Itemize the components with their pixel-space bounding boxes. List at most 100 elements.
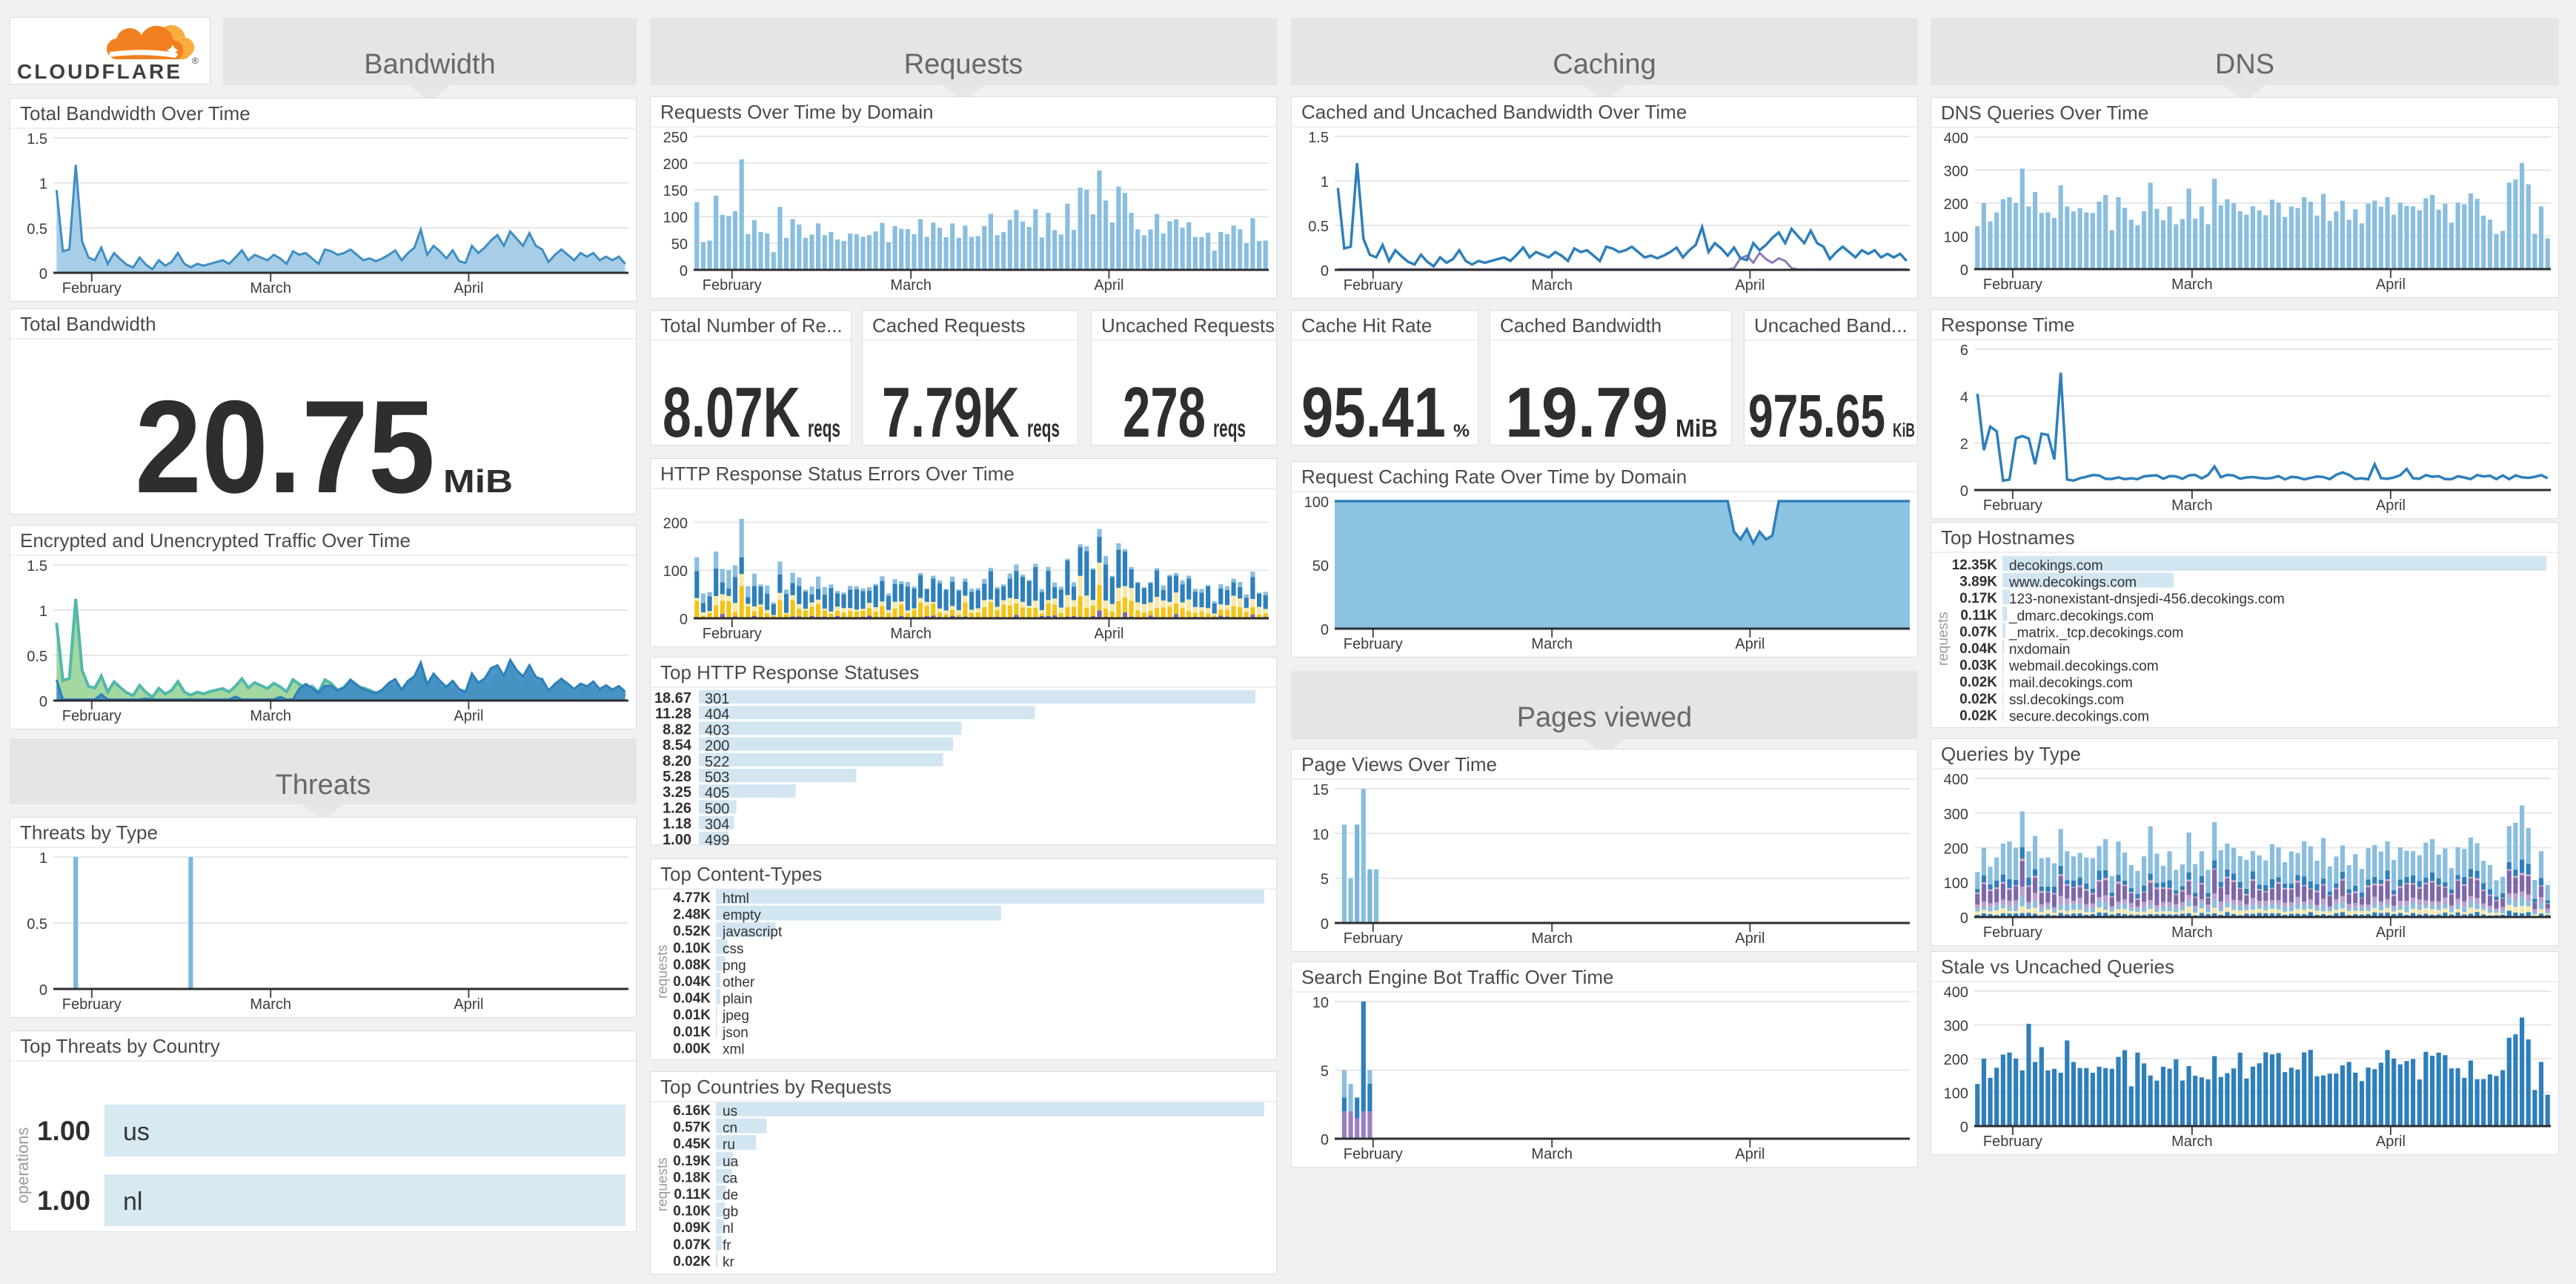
svg-text:400: 400 <box>1944 130 1968 147</box>
svg-text:5.28: 5.28 <box>663 769 691 785</box>
svg-text:_matrix._tcp.decokings.com: _matrix._tcp.decokings.com <box>2008 625 2184 641</box>
svg-text:nxdomain: nxdomain <box>2009 642 2070 658</box>
svg-text:decokings.com: decokings.com <box>2009 558 2103 574</box>
svg-text:February: February <box>1344 277 1403 294</box>
svg-text:requests: requests <box>655 944 671 999</box>
svg-text:nl: nl <box>723 1221 734 1237</box>
svg-text:other: other <box>723 975 755 990</box>
svg-text:20.75: 20.75 <box>135 373 435 515</box>
svg-text:xml: xml <box>723 1042 745 1057</box>
svg-text:0.02K: 0.02K <box>1959 692 1997 707</box>
svg-text:json: json <box>722 1025 748 1041</box>
svg-text:503: 503 <box>705 770 729 786</box>
svg-text:0: 0 <box>39 694 47 710</box>
svg-text:operations: operations <box>13 1128 32 1204</box>
svg-text:0.02K: 0.02K <box>673 1254 711 1269</box>
svg-text:10: 10 <box>1312 827 1329 843</box>
svg-text:April: April <box>454 708 483 724</box>
svg-text:3.89K: 3.89K <box>1959 575 1997 590</box>
svg-text:403: 403 <box>705 722 729 738</box>
svg-text:_dmarc.decokings.com: _dmarc.decokings.com <box>2008 609 2154 624</box>
svg-text:0.57K: 0.57K <box>673 1120 711 1136</box>
svg-text:1: 1 <box>39 603 47 620</box>
svg-text:ua: ua <box>723 1154 739 1170</box>
svg-text:css: css <box>723 942 744 957</box>
svg-text:0: 0 <box>1960 262 1968 279</box>
svg-text:0: 0 <box>1960 1119 1968 1136</box>
svg-text:png: png <box>723 958 746 973</box>
svg-text:499: 499 <box>705 833 729 846</box>
svg-text:0.10K: 0.10K <box>673 1204 711 1220</box>
svg-text:200: 200 <box>1944 196 1968 213</box>
svg-text:KiB: KiB <box>1893 419 1915 441</box>
svg-text:1.26: 1.26 <box>663 800 691 816</box>
svg-text:March: March <box>250 996 291 1013</box>
svg-text:0.04K: 0.04K <box>1959 641 1997 657</box>
svg-text:ru: ru <box>723 1137 735 1153</box>
svg-text:March: March <box>890 626 932 642</box>
svg-text:500: 500 <box>705 801 729 817</box>
svg-text:April: April <box>1094 277 1123 294</box>
svg-text:nl: nl <box>123 1188 142 1216</box>
svg-text:March: March <box>1531 1146 1573 1162</box>
svg-text:0: 0 <box>39 982 47 999</box>
svg-text:0.04K: 0.04K <box>673 991 711 1007</box>
svg-text:ca: ca <box>723 1171 738 1186</box>
svg-text:April: April <box>1735 277 1765 294</box>
svg-text:11.28: 11.28 <box>655 706 691 722</box>
svg-text:0.10K: 0.10K <box>673 941 711 956</box>
svg-text:18.67: 18.67 <box>654 690 691 706</box>
svg-text:html: html <box>723 891 749 907</box>
svg-text:100: 100 <box>1944 230 1968 246</box>
svg-text:March: March <box>2171 497 2213 514</box>
svg-text:6: 6 <box>1960 342 1968 359</box>
svg-text:de: de <box>723 1188 738 1203</box>
svg-text:300: 300 <box>1944 1019 1968 1035</box>
svg-text:0.09K: 0.09K <box>673 1220 711 1236</box>
svg-text:0.02K: 0.02K <box>1959 708 1997 724</box>
svg-text:1.18: 1.18 <box>663 816 691 833</box>
svg-text:4: 4 <box>1960 389 1968 406</box>
svg-text:March: March <box>1531 930 1573 947</box>
svg-text:April: April <box>2376 497 2406 514</box>
svg-text:February: February <box>703 277 762 294</box>
svg-text:0.11K: 0.11K <box>674 1187 711 1202</box>
svg-text:15: 15 <box>1312 782 1329 798</box>
svg-text:secure.decokings.com: secure.decokings.com <box>2009 709 2149 724</box>
svg-text:March: March <box>2171 924 2213 941</box>
svg-text:8.54: 8.54 <box>663 738 692 754</box>
svg-text:0: 0 <box>1321 1132 1329 1148</box>
svg-text:200: 200 <box>1944 841 1968 858</box>
svg-text:CLOUDFLARE: CLOUDFLARE <box>17 60 182 82</box>
svg-text:MiB: MiB <box>443 463 513 500</box>
svg-text:March: March <box>250 708 291 724</box>
svg-text:300: 300 <box>1944 164 1968 180</box>
svg-text:February: February <box>1344 930 1403 947</box>
svg-text:6.16K: 6.16K <box>673 1103 711 1119</box>
svg-text:April: April <box>1735 636 1765 652</box>
svg-text:0.5: 0.5 <box>27 916 47 933</box>
svg-text:50: 50 <box>671 236 688 253</box>
svg-text:8.07K: 8.07K <box>663 373 800 446</box>
svg-text:123-nonexistant-dnsjedi-456.de: 123-nonexistant-dnsjedi-456.decokings.co… <box>2009 592 2285 607</box>
svg-text:March: March <box>2171 277 2213 293</box>
svg-text:1: 1 <box>1321 174 1329 191</box>
svg-text:1.5: 1.5 <box>27 131 47 148</box>
svg-text:50: 50 <box>1312 558 1329 575</box>
svg-text:405: 405 <box>705 785 729 801</box>
svg-text:0.5: 0.5 <box>27 649 47 665</box>
svg-text:7.79K: 7.79K <box>882 373 1020 446</box>
svg-text:March: March <box>2171 1134 2213 1150</box>
svg-text:javascript: javascript <box>722 924 783 940</box>
svg-text:us: us <box>123 1118 150 1146</box>
svg-text:0: 0 <box>680 612 688 628</box>
svg-text:0.07K: 0.07K <box>1959 624 1997 640</box>
svg-text:March: March <box>890 277 932 294</box>
svg-text:100: 100 <box>663 563 688 580</box>
svg-text:February: February <box>62 708 122 724</box>
svg-text:February: February <box>1983 924 2042 941</box>
svg-text:fr: fr <box>723 1238 731 1254</box>
svg-text:February: February <box>1344 1146 1403 1162</box>
svg-text:0.01K: 0.01K <box>673 1007 711 1023</box>
svg-text:975.65: 975.65 <box>1748 383 1885 446</box>
